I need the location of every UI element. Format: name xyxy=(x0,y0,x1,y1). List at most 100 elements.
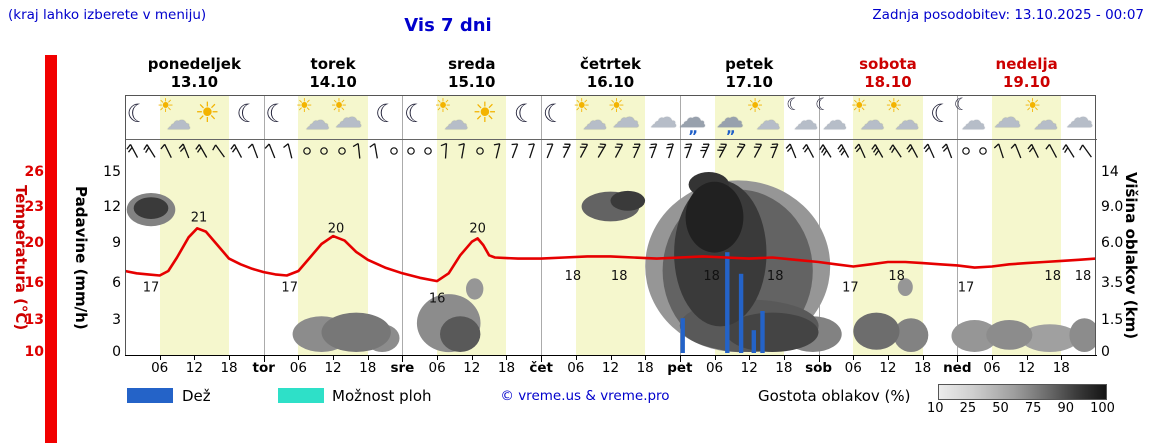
day-name: torek xyxy=(310,55,356,73)
temperature-axis-bar xyxy=(45,55,57,443)
precip-tick-labels: 15 12 9 6 3 0 xyxy=(76,0,121,443)
x-time-label: 12 xyxy=(601,360,620,376)
daylight-band xyxy=(575,95,646,356)
day-name: nedelja xyxy=(995,55,1058,73)
x-tick xyxy=(887,356,889,360)
wind-barb-icon xyxy=(489,141,507,161)
cloud-icon: ☁ xyxy=(993,101,1022,134)
weather-icon-moon: ☾ xyxy=(229,97,263,137)
precip-axis-label: Padavine (mm/h) xyxy=(72,185,90,330)
wind-barb-icon xyxy=(246,141,264,161)
x-tick xyxy=(818,356,820,362)
wind-barb-icon xyxy=(350,141,368,161)
moon-icon: ☾ xyxy=(815,95,831,115)
svg-text:20: 20 xyxy=(328,222,345,237)
day-header-sreda: sreda 15.10 xyxy=(402,55,541,91)
weather-icon-sun-cloud: ☀ ☁ xyxy=(885,97,919,137)
x-time-label: 06 xyxy=(151,360,169,376)
cloud-density-label: Gostota oblakov (%) xyxy=(758,387,911,405)
day-boundary-line xyxy=(263,95,265,356)
moon-icon: ☾ xyxy=(236,99,259,128)
svg-text:18: 18 xyxy=(565,269,582,284)
cloud-icon: ☁ xyxy=(822,106,848,135)
day-name: petek xyxy=(725,55,774,73)
wind-barb-icon xyxy=(541,141,559,161)
x-time-label: 06 xyxy=(428,360,446,376)
svg-text:21: 21 xyxy=(191,210,208,225)
wind-barb-icon xyxy=(888,141,906,161)
day-header-četrtek: četrtek 16.10 xyxy=(541,55,680,91)
calm-wind-icon xyxy=(974,141,992,161)
x-tick xyxy=(991,356,993,360)
wind-barb-icon xyxy=(992,141,1010,161)
cloud-height-axis-label: Višina oblakov (km) xyxy=(1122,171,1140,340)
x-tick xyxy=(957,356,959,362)
x-tick xyxy=(714,356,716,360)
x-time-label: 18 xyxy=(775,360,793,376)
wind-barb-icon xyxy=(749,141,767,161)
wind-barb-icon xyxy=(610,141,628,161)
x-time-label: 06 xyxy=(567,360,585,376)
x-tick xyxy=(1026,356,1028,360)
day-header-torek: torek 14.10 xyxy=(264,55,403,91)
day-date: 14.10 xyxy=(309,73,357,91)
axis-tick-label: 12 xyxy=(103,199,121,215)
calm-wind-icon xyxy=(298,141,316,161)
wind-barb-icon xyxy=(367,141,385,161)
rain-drops-icon: „ xyxy=(725,119,737,137)
x-tick xyxy=(853,356,855,360)
wind-barb-icon xyxy=(628,141,646,161)
rain-cloud-icon: ☁ xyxy=(715,101,744,134)
sun-icon: ☀ xyxy=(607,95,625,117)
wind-barb-icon xyxy=(142,141,160,161)
sun-icon: ☀ xyxy=(157,95,175,117)
weather-icon-sun-cloud: ☀ ☁ xyxy=(1024,97,1058,137)
weather-icon-cloud-moon: ☾ ☁ xyxy=(813,97,847,137)
x-tick xyxy=(610,356,612,360)
svg-text:18: 18 xyxy=(1075,269,1092,284)
wind-barb-icon xyxy=(575,141,593,161)
sun-icon: ☀ xyxy=(434,95,452,117)
day-boundary-line xyxy=(402,95,404,356)
wind-barb-icon xyxy=(593,141,611,161)
x-time-label: 12 xyxy=(463,360,481,376)
weather-icon-cloud-sun: ☀ ☁ xyxy=(331,97,365,137)
x-axis-line xyxy=(125,355,1097,356)
weather-icon-sun-cloud: ☀ ☁ xyxy=(435,97,469,137)
wind-barb-icon xyxy=(1044,141,1062,161)
rain-drops-icon: „ xyxy=(688,119,700,137)
axis-tick-label: 3 xyxy=(112,312,121,328)
cloud-icon: ☁ xyxy=(755,106,781,135)
cloud-scale-value: 10 xyxy=(927,401,944,416)
cloud-density-scale xyxy=(938,384,1107,400)
wind-barb-icon xyxy=(194,141,212,161)
wind-barb-icon xyxy=(836,141,854,161)
day-name: ponedeljek xyxy=(147,55,241,73)
wind-barb-icon xyxy=(506,141,524,161)
x-time-label: 18 xyxy=(220,360,238,376)
wind-barb-icon xyxy=(732,141,750,161)
x-tick xyxy=(159,356,161,360)
wind-barb-icon xyxy=(281,141,299,161)
icon-row-divider xyxy=(125,139,1097,140)
day-date: 15.10 xyxy=(448,73,496,91)
weather-icon-rain: ☁ „ xyxy=(712,97,746,137)
svg-text:18: 18 xyxy=(1044,269,1061,284)
moon-icon: ☾ xyxy=(513,99,537,128)
sun-icon: ☀ xyxy=(885,95,903,117)
weather-icon-moon: ☾ xyxy=(397,97,431,137)
wind-barb-icon xyxy=(766,141,784,161)
credit-link[interactable]: © vreme.us & vreme.pro xyxy=(500,388,670,404)
axis-tick-label: 9 xyxy=(112,235,121,251)
weather-icon-sun-cloud: ☀ ☁ xyxy=(573,97,607,137)
weather-icon-cloud: ☁ xyxy=(646,97,680,137)
x-tick xyxy=(541,356,543,362)
wind-barb-icon xyxy=(211,141,229,161)
weather-icon-cloud: ☁ xyxy=(989,97,1023,137)
cloud-icon: ☁ xyxy=(166,106,192,135)
cloud-icon: ☁ xyxy=(1065,101,1094,134)
calm-wind-icon xyxy=(402,141,420,161)
cloud-height-tick-labels: 14 9.0 6.0 3.5 1.5 0 xyxy=(1101,0,1145,443)
weather-icon-cloud-moon: ☾ ☁ xyxy=(952,97,986,137)
sun-icon: ☀ xyxy=(295,95,313,117)
